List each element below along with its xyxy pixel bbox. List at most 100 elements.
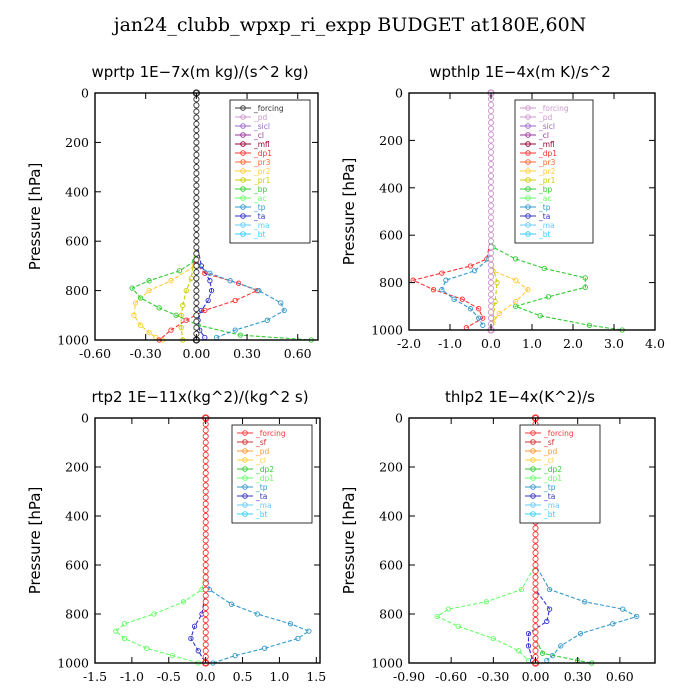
forcing-marker (487, 232, 495, 239)
y-tick-label: 400 (379, 509, 403, 524)
y-tick-label: 800 (65, 607, 89, 622)
legend-label: _pr1 (538, 176, 556, 185)
x-tick-label: 0.00 (522, 669, 550, 684)
data-point-dp1 (455, 623, 461, 629)
forcing-marker (487, 161, 495, 168)
x-tick-label: -1.0 (438, 336, 462, 351)
legend-marker (240, 222, 246, 228)
y-tick-label: 200 (65, 460, 89, 475)
legend-marker (240, 204, 246, 210)
legend-label: _ac (253, 194, 266, 203)
data-point-ta (207, 278, 213, 284)
legend-label: _pr2 (538, 167, 556, 176)
data-point-dp1 (254, 287, 260, 294)
legend-label: _ta (538, 212, 550, 221)
panel-title: rtp2 1E−11x(kg^2)/(kg^2 s) (91, 388, 308, 406)
series-line-dp1 (435, 418, 537, 661)
legend-label: _tp (543, 483, 556, 492)
forcing-marker (532, 543, 539, 550)
data-point-dp2 (539, 650, 546, 656)
forcing-marker (487, 143, 495, 150)
forcing-marker (532, 586, 539, 593)
legend-marker (525, 195, 531, 201)
legend: _forcing_sf_pd_cl_dp2_dp1_tp_ta_ma_bt (519, 424, 601, 524)
forcing-marker (487, 238, 495, 245)
forcing-marker (202, 531, 209, 538)
forcing-marker (532, 629, 539, 636)
forcing-marker (487, 172, 495, 179)
data-point-pr1 (178, 324, 184, 331)
data-point-dp1 (202, 270, 208, 276)
forcing-marker (487, 309, 495, 316)
legend-label: _tp (255, 483, 268, 492)
forcing-marker (487, 214, 495, 221)
legend-marker (240, 231, 246, 237)
data-point-dp1 (445, 606, 452, 612)
forcing-marker (202, 500, 209, 507)
legend-marker (525, 204, 531, 210)
data-point-bp (586, 322, 593, 328)
data-point-tp (256, 287, 262, 294)
legend-label: _bt (255, 510, 268, 519)
forcing-marker (193, 145, 200, 152)
data-point-bp (176, 268, 183, 274)
forcing-marker (193, 170, 200, 177)
data-point-dp1 (202, 307, 208, 314)
data-point-dp1 (235, 280, 242, 286)
x-tick-label: 1.0 (269, 669, 289, 684)
forcing-marker (532, 604, 539, 611)
data-point-bp (156, 305, 162, 311)
legend-marker (530, 466, 536, 472)
data-point-tp (281, 307, 287, 314)
forcing-marker (202, 629, 209, 636)
data-point-ta (205, 297, 211, 304)
y-tick-label: 800 (379, 275, 403, 290)
legend-marker (242, 484, 248, 490)
data-point-tp (306, 628, 312, 634)
forcing-marker (193, 250, 200, 257)
legend-label: _ma (255, 501, 272, 510)
forcing-marker (193, 201, 200, 208)
legend-label: _tp (253, 203, 266, 212)
legend-label: _ta (253, 212, 265, 221)
data-point-pr2 (146, 329, 152, 336)
forcing-marker (202, 592, 209, 599)
legend-marker (530, 484, 536, 490)
y-tick-label: 0 (81, 411, 89, 426)
forcing-marker (193, 324, 200, 331)
forcing-marker (532, 531, 539, 538)
data-point-pr2 (132, 300, 139, 306)
x-tick-label: 1.5 (306, 669, 326, 684)
plot-frame (408, 417, 656, 664)
forcing-marker (487, 244, 495, 251)
legend-marker (240, 195, 246, 201)
legend-marker (525, 231, 531, 237)
forcing-marker (532, 635, 539, 642)
data-point-tp (476, 315, 482, 321)
data-point-bp (237, 332, 243, 338)
chart-panel-4: thlp2 1E−4x(K^2)/s Pressure [hPa] -0.90 -0.… (340, 388, 656, 684)
data-point-pr1 (180, 302, 186, 309)
data-point-ta (195, 648, 201, 654)
data-point-tp (546, 586, 553, 593)
forcing-marker (202, 610, 209, 618)
forcing-marker (487, 226, 495, 233)
legend-marker (530, 448, 536, 454)
data-point-dp1 (439, 270, 445, 276)
forcing-marker (193, 151, 200, 158)
legend-label: _dp2 (543, 465, 562, 474)
legend-marker (525, 213, 531, 219)
forcing-marker (487, 303, 495, 310)
forcing-marker (202, 604, 209, 611)
data-point-bp (129, 285, 135, 291)
data-point-dp1 (490, 635, 496, 642)
legend-marker (530, 475, 536, 481)
chart-panel-3: rtp2 1E−11x(kg^2)/(kg^2 s) Pressure [hPa]… (26, 388, 326, 684)
forcing-marker (487, 196, 495, 203)
forcing-marker (193, 102, 200, 109)
forcing-marker (487, 149, 495, 156)
legend-marker (242, 511, 248, 517)
forcing-marker (532, 525, 539, 532)
data-point-tp (480, 322, 486, 328)
